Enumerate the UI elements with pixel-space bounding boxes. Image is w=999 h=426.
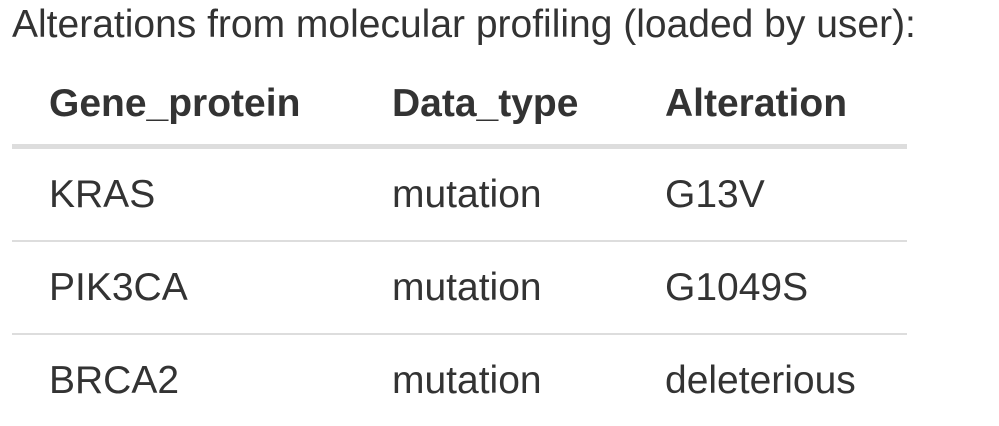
gene-protein-cell: KRAS bbox=[49, 172, 156, 216]
data-type-cell: mutation bbox=[355, 333, 628, 426]
table-row: BRCA2 mutation deleterious bbox=[12, 333, 907, 426]
column-header-alteration: Alteration bbox=[628, 64, 907, 149]
alteration-cell: G1049S bbox=[628, 240, 907, 334]
alteration-cell: G13V bbox=[665, 172, 765, 216]
data-type-cell: mutation bbox=[392, 172, 542, 216]
table-header-row: Gene_protein Data_type Alteration bbox=[12, 64, 907, 149]
table-row: KRAS mutation G13V bbox=[12, 147, 907, 242]
table-row: PIK3CA mutation G1049S bbox=[12, 240, 907, 334]
table-caption: Alterations from molecular profiling (lo… bbox=[12, 3, 916, 46]
column-header-gene-protein: Gene_protein bbox=[12, 64, 355, 149]
column-header-data-type: Data_type bbox=[355, 64, 628, 149]
gene-protein-cell: PIK3CA bbox=[12, 240, 355, 334]
gene-protein-cell: BRCA2 bbox=[12, 333, 355, 426]
data-type-cell: mutation bbox=[355, 240, 628, 334]
alterations-table: Gene_protein Data_type Alteration KRAS m… bbox=[12, 64, 907, 426]
alteration-cell: deleterious bbox=[628, 333, 907, 426]
